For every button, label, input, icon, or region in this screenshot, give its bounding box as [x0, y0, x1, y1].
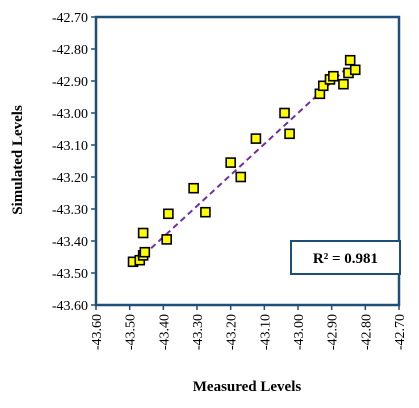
data-point: [349, 64, 361, 76]
y-tick-label: -43.20: [52, 171, 88, 186]
data-point: [284, 128, 295, 140]
x-tick-label: -43.50: [124, 314, 139, 350]
data-point: [225, 157, 236, 168]
data-point: [200, 206, 211, 218]
y-tick-label: -43.60: [52, 299, 88, 314]
data-point: [317, 80, 329, 92]
data-point: [235, 171, 247, 183]
data-point: [344, 54, 356, 66]
x-axis-label: Measured Levels: [193, 379, 302, 395]
x-tick-label: -43.30: [191, 314, 206, 350]
data-point: [188, 182, 199, 194]
data-point: [139, 246, 151, 258]
y-tick-label: -42.70: [52, 11, 88, 26]
data-point: [137, 227, 149, 239]
data-point: [338, 78, 349, 90]
x-tick-label: -42.80: [359, 314, 374, 350]
data-point: [161, 234, 172, 245]
r-squared-label: R² = 0.981: [313, 251, 378, 267]
x-tick-label: -43.10: [258, 314, 273, 350]
data-point: [279, 107, 290, 119]
y-tick-label: -43.50: [52, 267, 88, 282]
y-tick-label: -43.10: [52, 139, 88, 154]
y-tick-label: -43.40: [52, 235, 88, 250]
y-tick-label: -42.90: [52, 75, 88, 90]
y-tick-label: -43.30: [52, 203, 88, 218]
data-point: [328, 70, 339, 82]
data-point: [250, 133, 262, 144]
y-axis-label: Simulated Levels: [10, 105, 26, 215]
y-tick-label: -43.00: [52, 107, 88, 122]
x-tick-label: -43.00: [292, 314, 307, 350]
x-tick-label: -42.90: [326, 314, 341, 350]
x-tick-label: -43.60: [90, 314, 105, 350]
x-tick-label: -43.40: [157, 314, 172, 350]
x-tick-label: -42.70: [393, 314, 408, 350]
data-point: [163, 208, 174, 220]
x-tick-label: -43.20: [225, 314, 240, 350]
y-tick-label: -42.80: [52, 43, 88, 58]
r-squared-box: [290, 240, 401, 275]
